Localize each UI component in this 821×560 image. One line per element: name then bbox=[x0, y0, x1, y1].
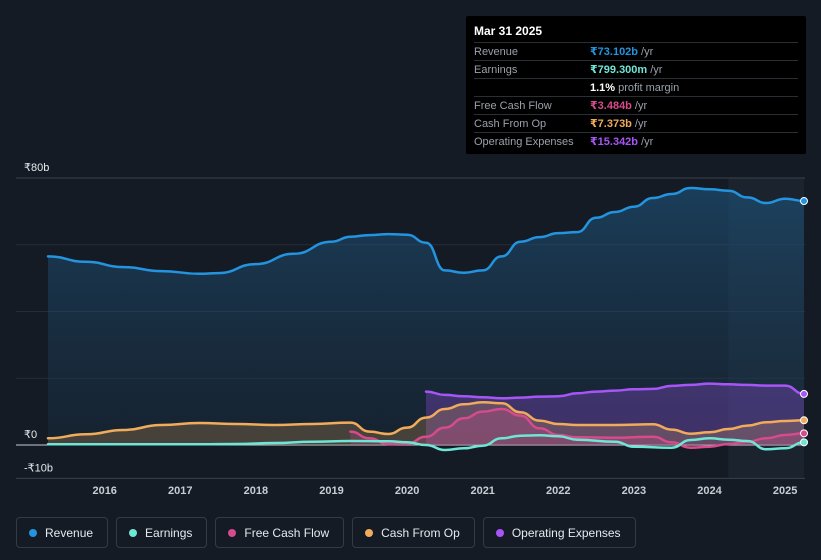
x-tick-label: 2017 bbox=[168, 485, 192, 497]
tooltip-unit: /yr bbox=[641, 45, 654, 58]
legend-item-cash-from-op[interactable]: Cash From Op bbox=[352, 517, 475, 548]
cash-from-op-area bbox=[48, 402, 804, 445]
tooltip-label: Revenue bbox=[474, 45, 519, 58]
free-cash-flow-line bbox=[349, 407, 806, 449]
end-markers bbox=[800, 197, 808, 447]
x-tick-label: 2019 bbox=[319, 485, 343, 497]
tooltip-label: Operating Expenses bbox=[474, 135, 574, 148]
x-tick-label: 2021 bbox=[470, 485, 494, 497]
legend-dot-icon bbox=[129, 528, 138, 537]
legend-item-earnings[interactable]: Earnings bbox=[116, 517, 208, 548]
tooltip-row-operating-expenses: Operating Expenses ₹15.342b/yr bbox=[474, 132, 798, 150]
tooltip-value: ₹15.342b bbox=[590, 135, 639, 148]
revenue-area bbox=[48, 188, 804, 445]
tooltip-unit: /yr bbox=[634, 99, 648, 112]
tooltip-value: ₹73.102b bbox=[590, 45, 639, 58]
legend-item-operating-expenses[interactable]: Operating Expenses bbox=[482, 517, 636, 548]
x-tick-label: 2018 bbox=[244, 485, 268, 497]
tooltip: Mar 31 2025 Revenue ₹73.102b/yr Earnings ₹7… bbox=[466, 16, 806, 154]
x-tick-label: 2024 bbox=[697, 485, 722, 497]
x-tick-label: 2023 bbox=[622, 485, 646, 497]
y-tick-label: ₹0 bbox=[24, 429, 37, 441]
revenue-line bbox=[46, 186, 806, 276]
axis-labels: ₹80b ₹0 -₹10b 2016 2017 2018 2019 2020 2021 2022 2… bbox=[24, 162, 797, 497]
x-tick-label: 2016 bbox=[92, 485, 116, 497]
tooltip-value: ₹3.484b bbox=[590, 99, 632, 112]
tooltip-row-earnings: Earnings ₹799.300m/yr bbox=[474, 60, 798, 78]
legend-dot-icon bbox=[29, 528, 37, 537]
tooltip-row-cash-from-op: Cash From Op ₹7.373b/yr bbox=[474, 114, 798, 132]
tooltip-row-profit-margin: 1.1% profit margin bbox=[474, 78, 798, 96]
legend: Revenue Earnings Free Cash Flow Cash From O… bbox=[16, 517, 644, 548]
earnings-end-marker bbox=[800, 438, 808, 447]
x-tick-label: 2020 bbox=[395, 485, 419, 497]
tooltip-value: ₹799.300m bbox=[590, 63, 648, 76]
tooltip-date: Mar 31 2025 bbox=[474, 24, 543, 38]
legend-item-free-cash-flow[interactable]: Free Cash Flow bbox=[215, 517, 345, 548]
revenue-end-marker bbox=[800, 197, 808, 206]
legend-label: Free Cash Flow bbox=[244, 525, 330, 540]
tooltip-unit: /yr bbox=[641, 135, 654, 148]
operating-expenses-area bbox=[426, 383, 804, 445]
legend-label: Earnings bbox=[145, 525, 193, 540]
x-tick-label: 2025 bbox=[773, 485, 797, 497]
operating-expenses-end-marker bbox=[800, 389, 808, 398]
tooltip-label: Cash From Op bbox=[474, 117, 547, 130]
operating-expenses-line bbox=[424, 382, 806, 400]
legend-dot-icon bbox=[495, 528, 504, 537]
cash-from-op-line bbox=[46, 401, 806, 440]
tooltip-label: Free Cash Flow bbox=[474, 99, 552, 112]
free-cash-flow-end-marker bbox=[800, 429, 808, 438]
tooltip-value: ₹7.373b bbox=[590, 117, 632, 130]
tooltip-unit: /yr bbox=[650, 63, 663, 76]
tooltip-label: Earnings bbox=[474, 63, 518, 76]
earnings-line bbox=[46, 434, 806, 452]
tooltip-unit: /yr bbox=[634, 117, 648, 130]
cash-from-op-end-marker bbox=[800, 416, 808, 425]
tooltip-unit: profit margin bbox=[618, 81, 680, 94]
legend-dot-icon bbox=[365, 528, 374, 537]
series-fills bbox=[48, 188, 804, 448]
tooltip-row-revenue: Revenue ₹73.102b/yr bbox=[474, 42, 798, 60]
y-tick-label: -₹10b bbox=[24, 462, 53, 474]
legend-label: Operating Expenses bbox=[511, 525, 621, 540]
legend-item-revenue[interactable]: Revenue bbox=[16, 517, 109, 548]
tooltip-value: 1.1% bbox=[590, 81, 616, 94]
legend-label: Revenue bbox=[45, 525, 94, 540]
legend-dot-icon bbox=[228, 528, 237, 537]
series-lines bbox=[46, 186, 806, 452]
y-tick-label: ₹80b bbox=[24, 162, 49, 174]
legend-label: Cash From Op bbox=[381, 525, 460, 540]
x-tick-label: 2022 bbox=[546, 485, 570, 497]
tooltip-row-free-cash-flow: Free Cash Flow ₹3.484b/yr bbox=[474, 96, 798, 114]
